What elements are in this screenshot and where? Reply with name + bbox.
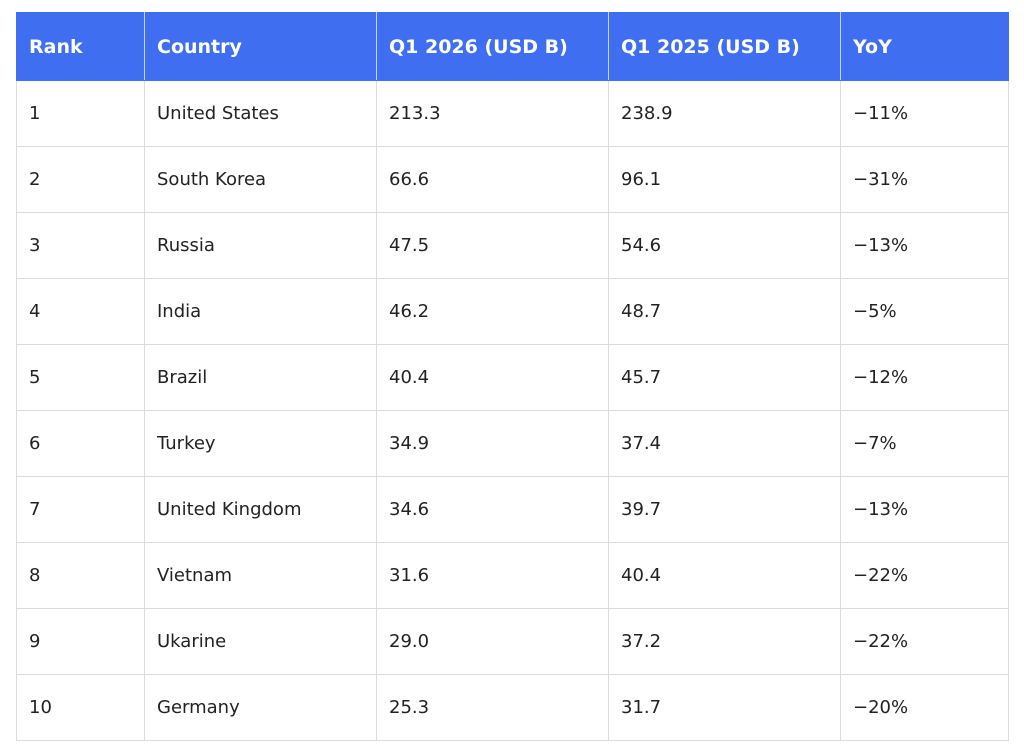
table-cell: India [144, 278, 377, 345]
table-cell: 213.3 [376, 80, 609, 147]
table-cell: 10 [16, 674, 145, 741]
table-header: Rank Country Q1 2026 (USD B) Q1 2025 (USD B… [16, 12, 1009, 81]
table-cell: United Kingdom [144, 476, 377, 543]
table-cell: 5 [16, 344, 145, 411]
header-cell: YoY [840, 12, 1009, 81]
table-cell: 45.7 [608, 344, 841, 411]
table-cell: −13% [840, 476, 1009, 543]
table-cell: 46.2 [376, 278, 609, 345]
table-cell: Ukarine [144, 608, 377, 675]
table-cell: −12% [840, 344, 1009, 411]
table-row: 6 Turkey 34.9 37.4 −7% [16, 410, 1009, 477]
table-cell: 37.2 [608, 608, 841, 675]
table-cell: 3 [16, 212, 145, 279]
table-cell: 48.7 [608, 278, 841, 345]
table-cell: 25.3 [376, 674, 609, 741]
header-cell: Rank [16, 12, 145, 81]
table-cell: −7% [840, 410, 1009, 477]
table-cell: 34.9 [376, 410, 609, 477]
table-row: 7 United Kingdom 34.6 39.7 −13% [16, 476, 1009, 543]
table-cell: 96.1 [608, 146, 841, 213]
table-cell: 8 [16, 542, 145, 609]
table-cell: 1 [16, 80, 145, 147]
table-body: 1 United States 213.3 238.9 −11% 2 South Korea… [16, 80, 1009, 741]
table-row: 9 Ukarine 29.0 37.2 −22% [16, 608, 1009, 675]
table-row: 3 Russia 47.5 54.6 −13% [16, 212, 1009, 279]
table-cell: 29.0 [376, 608, 609, 675]
table-cell: United States [144, 80, 377, 147]
data-table: Rank Country Q1 2026 (USD B) Q1 2025 (USD B… [16, 12, 1009, 741]
table-cell: 54.6 [608, 212, 841, 279]
table-row: 8 Vietnam 31.6 40.4 −22% [16, 542, 1009, 609]
table-cell: −11% [840, 80, 1009, 147]
header-cell: Country [144, 12, 377, 81]
table-cell: −20% [840, 674, 1009, 741]
table-cell: −22% [840, 542, 1009, 609]
table-cell: 39.7 [608, 476, 841, 543]
table-cell: 7 [16, 476, 145, 543]
table-cell: 31.7 [608, 674, 841, 741]
table-cell: 40.4 [376, 344, 609, 411]
table-cell: 47.5 [376, 212, 609, 279]
table-row: 5 Brazil 40.4 45.7 −12% [16, 344, 1009, 411]
table-cell: −31% [840, 146, 1009, 213]
table-cell: 37.4 [608, 410, 841, 477]
table-cell: Vietnam [144, 542, 377, 609]
table-row: 2 South Korea 66.6 96.1 −31% [16, 146, 1009, 213]
table-cell: 6 [16, 410, 145, 477]
table-cell: Russia [144, 212, 377, 279]
table-container: Rank Country Q1 2026 (USD B) Q1 2025 (USD B… [16, 12, 1009, 741]
header-cell: Q1 2026 (USD B) [376, 12, 609, 81]
table-cell: 2 [16, 146, 145, 213]
table-cell: 40.4 [608, 542, 841, 609]
header-cell: Q1 2025 (USD B) [608, 12, 841, 81]
table-cell: 34.6 [376, 476, 609, 543]
table-cell: 238.9 [608, 80, 841, 147]
table-cell: South Korea [144, 146, 377, 213]
table-row: 10 Germany 25.3 31.7 −20% [16, 674, 1009, 741]
table-row: 1 United States 213.3 238.9 −11% [16, 80, 1009, 147]
table-cell: Brazil [144, 344, 377, 411]
header-row: Rank Country Q1 2026 (USD B) Q1 2025 (USD B… [16, 12, 1009, 81]
table-cell: −13% [840, 212, 1009, 279]
table-cell: Turkey [144, 410, 377, 477]
table-cell: 31.6 [376, 542, 609, 609]
table-cell: Germany [144, 674, 377, 741]
table-row: 4 India 46.2 48.7 −5% [16, 278, 1009, 345]
table-cell: 4 [16, 278, 145, 345]
table-cell: 66.6 [376, 146, 609, 213]
table-cell: 9 [16, 608, 145, 675]
table-cell: −5% [840, 278, 1009, 345]
table-cell: −22% [840, 608, 1009, 675]
